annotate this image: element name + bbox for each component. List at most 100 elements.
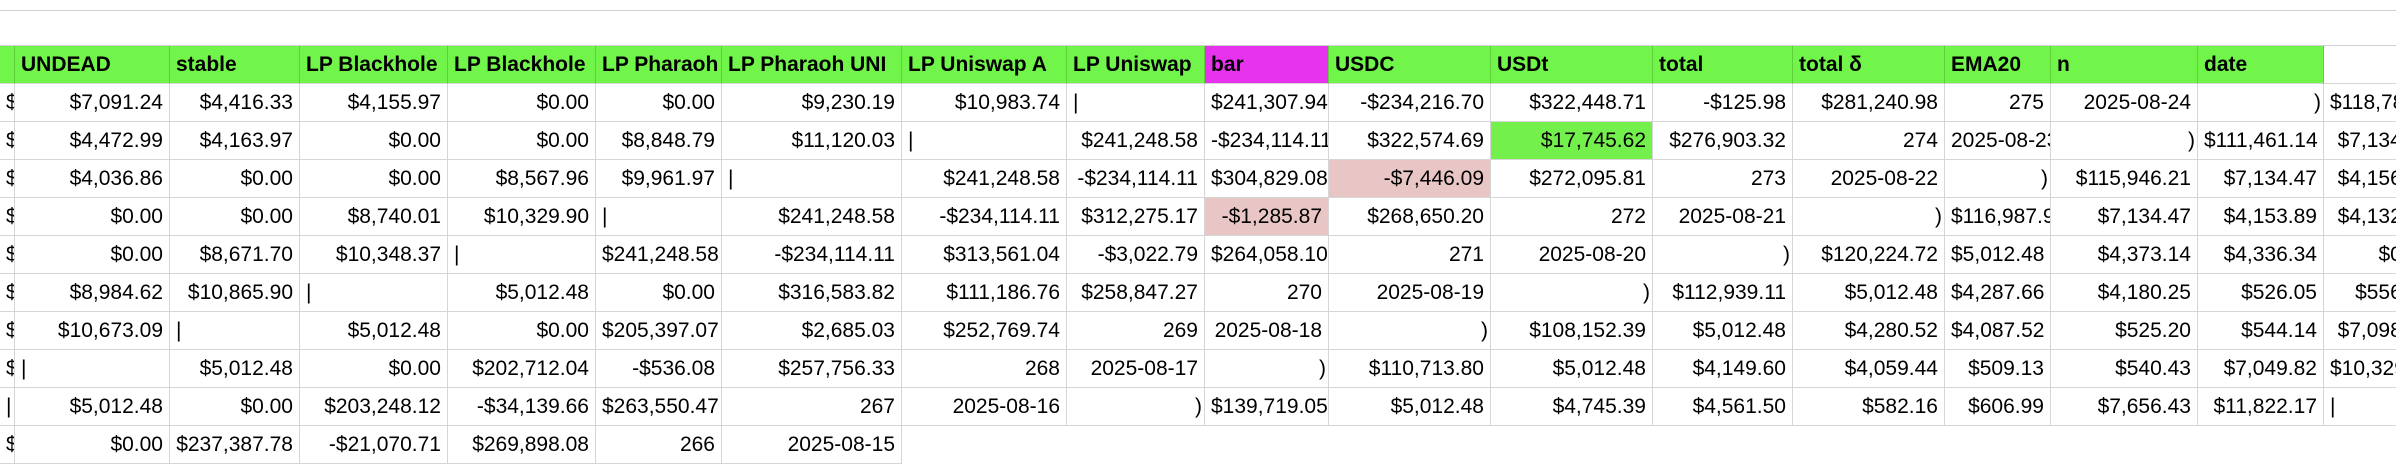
cell-r3-c0[interactable]: $115,946.21 (2051, 160, 2198, 198)
cell-r4-c10[interactable]: -$234,114.11 (722, 236, 902, 274)
cell-r0-c9[interactable]: $241,307.94 (1205, 84, 1329, 122)
header-cell-12[interactable]: total δ (1793, 46, 1945, 84)
cell-r3-c4[interactable]: $0.00 (15, 198, 170, 236)
cell-r5-c1[interactable]: $5,012.48 (1945, 236, 2051, 274)
header-cell-1[interactable]: stable (170, 46, 300, 84)
cell-r2-c8[interactable]: | (722, 160, 902, 198)
cell-r5-c0[interactable]: $120,224.72 (1793, 236, 1945, 274)
cell-r6-c7[interactable]: $10,673.09 (15, 312, 170, 350)
cell-r0-c7[interactable]: $10,983.74 (902, 84, 1067, 122)
cell-r2-c3[interactable]: $4,036.86 (15, 160, 170, 198)
cell-r7-c12[interactable]: -$536.08 (596, 350, 722, 388)
cell-r2-c4[interactable]: $0.00 (170, 160, 300, 198)
cell-r8-c1[interactable]: $5,012.48 (1491, 350, 1653, 388)
cell-r1-c6[interactable]: $8,848.79 (596, 122, 722, 160)
cell-r3-c15[interactable]: 2025-08-21 (1653, 198, 1793, 236)
header-cell-14[interactable]: n (2051, 46, 2198, 84)
header-cell-15[interactable]: date (2198, 46, 2324, 84)
cell-r1-c12[interactable]: $17,745.62 (1491, 122, 1653, 160)
header-cell-3[interactable]: LP Blackhole (448, 46, 596, 84)
cell-r9-c14[interactable]: 266 (596, 426, 722, 464)
cell-r3-c11[interactable]: $312,275.17 (1067, 198, 1205, 236)
header-cell-11[interactable]: total (1653, 46, 1793, 84)
row-stub-cell[interactable]: ) (1205, 350, 1329, 388)
cell-r3-c10[interactable]: -$234,114.11 (902, 198, 1067, 236)
row-stub-cell[interactable]: ) (2198, 84, 2324, 122)
cell-r7-c13[interactable]: $257,756.33 (722, 350, 902, 388)
cell-r8-c11[interactable]: $203,248.12 (300, 388, 448, 426)
cell-r9-c13[interactable]: $269,898.08 (448, 426, 596, 464)
empty-row[interactable] (0, 10, 2396, 46)
cell-r8-c5[interactable]: $540.43 (2051, 350, 2198, 388)
cell-r3-c6[interactable]: $8,740.01 (300, 198, 448, 236)
cell-r1-c11[interactable]: $322,574.69 (1329, 122, 1491, 160)
cell-r2-c15[interactable]: 2025-08-22 (1793, 160, 1945, 198)
cell-r7-c7[interactable]: $10,654.74 (0, 350, 15, 388)
cell-r6-c9[interactable]: $5,012.48 (300, 312, 448, 350)
cell-r5-c12[interactable]: $111,186.76 (902, 274, 1067, 312)
cell-r4-c2[interactable]: $4,153.89 (2198, 198, 2324, 236)
cell-r8-c10[interactable]: $0.00 (170, 388, 300, 426)
cell-r3-c7[interactable]: $10,329.90 (448, 198, 596, 236)
cell-r0-c1[interactable]: $7,091.24 (15, 84, 170, 122)
cell-r6-c4[interactable]: $526.05 (2198, 274, 2324, 312)
cell-r1-c15[interactable]: 2025-08-23 (1945, 122, 2051, 160)
cell-r6-c10[interactable]: $0.00 (448, 312, 596, 350)
cell-r0-c11[interactable]: $322,448.71 (1491, 84, 1653, 122)
row-stub-cell[interactable]: ) (2324, 46, 2396, 84)
cell-r1-c13[interactable]: $276,903.32 (1653, 122, 1793, 160)
cell-r0-c5[interactable]: $0.00 (596, 84, 722, 122)
cell-r8-c8[interactable]: | (0, 388, 15, 426)
cell-r2-c10[interactable]: -$234,114.11 (1067, 160, 1205, 198)
header-cell-7[interactable]: LP Uniswap (1067, 46, 1205, 84)
cell-r3-c13[interactable]: $268,650.20 (1329, 198, 1491, 236)
cell-r9-c10[interactable]: $0.00 (15, 426, 170, 464)
cell-r4-c9[interactable]: $241,248.58 (596, 236, 722, 274)
cell-r5-c7[interactable]: $10,865.90 (170, 274, 300, 312)
cell-r7-c8[interactable]: | (15, 350, 170, 388)
header-cell-6[interactable]: LP Uniswap A (902, 46, 1067, 84)
cell-r6-c12[interactable]: $2,685.03 (722, 312, 902, 350)
cell-r7-c14[interactable]: 268 (902, 350, 1067, 388)
cell-r3-c14[interactable]: 272 (1491, 198, 1653, 236)
cell-r0-c3[interactable]: $4,155.97 (300, 84, 448, 122)
cell-r9-c11[interactable]: $237,387.78 (170, 426, 300, 464)
cell-r5-c14[interactable]: 270 (1205, 274, 1329, 312)
cell-r3-c12[interactable]: -$1,285.87 (1205, 198, 1329, 236)
cell-r4-c15[interactable]: 2025-08-20 (1491, 236, 1653, 274)
cell-r1-c14[interactable]: 274 (1793, 122, 1945, 160)
cell-r5-c10[interactable]: $0.00 (596, 274, 722, 312)
cell-r0-c6[interactable]: $9,230.19 (722, 84, 902, 122)
cell-r5-c13[interactable]: $258,847.27 (1067, 274, 1205, 312)
header-cell-0[interactable]: UNDEAD (15, 46, 170, 84)
cell-r2-c0[interactable]: $111,461.14 (2198, 122, 2324, 160)
cell-r3-c9[interactable]: $241,248.58 (722, 198, 902, 236)
cell-r1-c4[interactable]: $0.00 (300, 122, 448, 160)
cell-r6-c2[interactable]: $4,287.66 (1945, 274, 2051, 312)
cell-r8-c12[interactable]: -$34,139.66 (448, 388, 596, 426)
cell-r6-c15[interactable]: 2025-08-18 (1205, 312, 1329, 350)
cell-r9-c6[interactable]: $7,656.43 (2051, 388, 2198, 426)
cell-r5-c15[interactable]: 2025-08-19 (1329, 274, 1491, 312)
cell-r8-c14[interactable]: 267 (722, 388, 902, 426)
cell-r8-c0[interactable]: $110,713.80 (1329, 350, 1491, 388)
header-cell-stub[interactable] (0, 46, 15, 84)
cell-r9-c1[interactable]: $5,012.48 (1329, 388, 1491, 426)
cell-r9-c15[interactable]: 2025-08-15 (722, 426, 902, 464)
cell-r7-c11[interactable]: $202,712.04 (448, 350, 596, 388)
header-cell-9[interactable]: USDC (1329, 46, 1491, 84)
cell-r1-c9[interactable]: $241,248.58 (1067, 122, 1205, 160)
cell-r4-c8[interactable]: | (448, 236, 596, 274)
cell-r9-c12[interactable]: -$21,070.71 (300, 426, 448, 464)
cell-r6-c1[interactable]: $5,012.48 (1793, 274, 1945, 312)
cell-r5-c3[interactable]: $4,336.34 (2198, 236, 2324, 274)
cell-r7-c10[interactable]: $0.00 (300, 350, 448, 388)
cell-r0-c2[interactable]: $4,416.33 (170, 84, 300, 122)
cell-r7-c9[interactable]: $5,012.48 (170, 350, 300, 388)
row-stub-cell[interactable]: ) (2051, 122, 2198, 160)
cell-r5-c6[interactable]: $8,984.62 (15, 274, 170, 312)
cell-r9-c0[interactable]: $139,719.05 (1205, 388, 1329, 426)
cell-r5-c8[interactable]: | (300, 274, 448, 312)
cell-r2-c12[interactable]: -$7,446.09 (1329, 160, 1491, 198)
header-cell-2[interactable]: LP Blackhole (300, 46, 448, 84)
